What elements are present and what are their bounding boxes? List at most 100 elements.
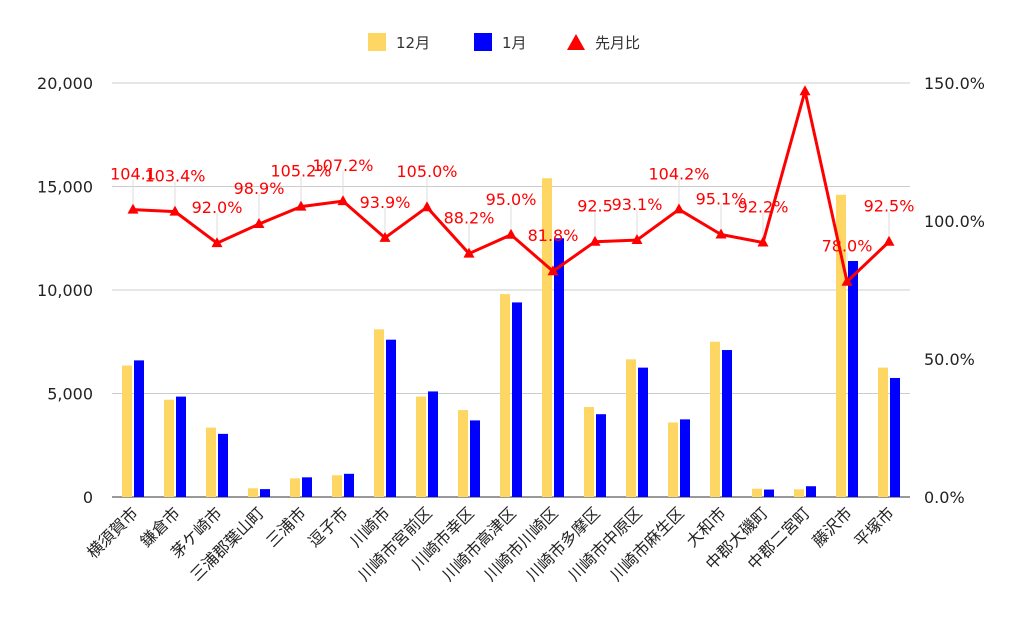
- ratio-label: 95.0%: [486, 190, 537, 209]
- category-label: 平塚市: [850, 503, 897, 550]
- ratio-marker: [757, 236, 769, 247]
- legend-swatch: [474, 33, 492, 51]
- ratio-marker: [505, 228, 517, 239]
- left-axis: 0 5,000 10,000 15,000 20,000: [37, 74, 93, 507]
- left-tick-label: 20,000: [37, 74, 93, 93]
- left-tick-label: 0: [83, 488, 93, 507]
- legend-label: 12月: [396, 34, 430, 52]
- ratio-marker: [799, 85, 811, 96]
- bar-jan: [260, 489, 270, 497]
- ratio-label: 93.9%: [360, 193, 411, 212]
- bar-dec: [416, 396, 426, 497]
- ratio-marker: [421, 201, 433, 212]
- ratio-marker: [883, 235, 895, 246]
- bar-jan: [680, 419, 690, 497]
- left-tick-label: 10,000: [37, 281, 93, 300]
- right-axis: 0.0% 50.0% 100.0% 150.0%: [924, 74, 985, 507]
- ratio-marker: [169, 205, 181, 216]
- bar-dec: [122, 365, 132, 497]
- ratio-marker: [673, 203, 685, 214]
- bar-dec: [710, 341, 720, 497]
- ratio-marker: [715, 228, 727, 239]
- ratio-marker: [379, 231, 391, 242]
- legend-marker: [567, 34, 585, 50]
- category-label: 逗子市: [304, 503, 351, 550]
- category-label: 藤沢市: [808, 503, 855, 550]
- ratio-label: 81.8%: [528, 226, 579, 245]
- bar-dec: [584, 406, 594, 497]
- legend-swatch: [368, 33, 386, 51]
- ratio-label: 98.9%: [234, 179, 285, 198]
- ratio-marker: [295, 200, 307, 211]
- bar-jan: [344, 473, 354, 497]
- ratio-marker: [547, 265, 559, 276]
- bar-series: [122, 178, 900, 497]
- category-axis: 横須賀市鎌倉市茅ケ崎市三浦郡葉山町三浦市逗子市川崎市川崎市宮前区川崎市幸区川崎市…: [83, 503, 898, 584]
- ratio-label: 92.5%: [864, 197, 915, 216]
- bar-jan: [638, 367, 648, 497]
- bar-dec: [332, 475, 342, 497]
- ratio-label: 78.0%: [822, 237, 873, 256]
- bar-jan: [134, 360, 144, 497]
- ratio-label: 105.0%: [396, 162, 457, 181]
- ratio-label: 92.2%: [738, 198, 789, 217]
- bar-dec: [626, 359, 636, 497]
- ratio-marker: [253, 218, 265, 229]
- bar-jan: [722, 350, 732, 497]
- bar-dec: [248, 488, 258, 497]
- right-tick-label: 0.0%: [924, 488, 965, 507]
- legend-label: 1月: [502, 34, 527, 52]
- bar-jan: [554, 238, 564, 497]
- ratio-label: 93.1%: [612, 195, 663, 214]
- bar-dec: [500, 294, 510, 497]
- bar-jan: [890, 377, 900, 497]
- category-label: 三浦市: [262, 503, 309, 550]
- right-tick-label: 50.0%: [924, 350, 975, 369]
- bar-jan: [428, 391, 438, 497]
- legend: 12月 1月 先月比: [368, 33, 640, 52]
- bar-dec: [164, 399, 174, 497]
- bar-jan: [848, 261, 858, 497]
- bar-dec: [836, 194, 846, 497]
- bar-jan: [512, 302, 522, 497]
- ratio-label: 107.2%: [312, 156, 373, 175]
- ratio-label: 95.1%: [696, 190, 747, 209]
- bar-dec: [668, 422, 678, 497]
- left-tick-label: 15,000: [37, 178, 93, 197]
- ratio-label: 88.2%: [444, 209, 495, 228]
- bar-dec: [752, 488, 762, 497]
- ratio-marker: [463, 247, 475, 258]
- bar-jan: [218, 433, 228, 497]
- ratio-label: 104.1: [110, 165, 156, 184]
- bar-jan: [806, 486, 816, 497]
- bar-dec: [542, 178, 552, 497]
- bar-jan: [470, 420, 480, 497]
- ratio-label: 105.2%: [270, 162, 331, 181]
- right-tick-label: 100.0%: [924, 212, 985, 231]
- bar-dec: [206, 427, 216, 497]
- ratio-marker: [211, 237, 223, 248]
- left-tick-label: 5,000: [47, 385, 93, 404]
- gridlines: [112, 82, 910, 498]
- legend-label: 先月比: [595, 34, 640, 52]
- bar-dec: [878, 367, 888, 497]
- category-label: 三浦郡葉山町: [187, 503, 268, 584]
- ratio-marker: [337, 195, 349, 206]
- bar-dec: [794, 489, 804, 497]
- bar-jan: [176, 396, 186, 497]
- category-label: 横須賀市: [83, 503, 142, 562]
- bar-jan: [302, 477, 312, 497]
- bar-dec: [458, 410, 468, 497]
- ratio-marker: [631, 234, 643, 245]
- ratio-label: 92.5: [577, 197, 613, 216]
- bar-dec: [374, 329, 384, 497]
- bar-jan: [596, 414, 606, 497]
- ratio-label: 92.0%: [192, 198, 243, 217]
- category-label: 川崎市麻生区: [607, 503, 688, 584]
- ratio-marker: [841, 275, 853, 286]
- right-tick-label: 150.0%: [924, 74, 985, 93]
- ratio-marker: [589, 235, 601, 246]
- ratio-marker: [127, 203, 139, 214]
